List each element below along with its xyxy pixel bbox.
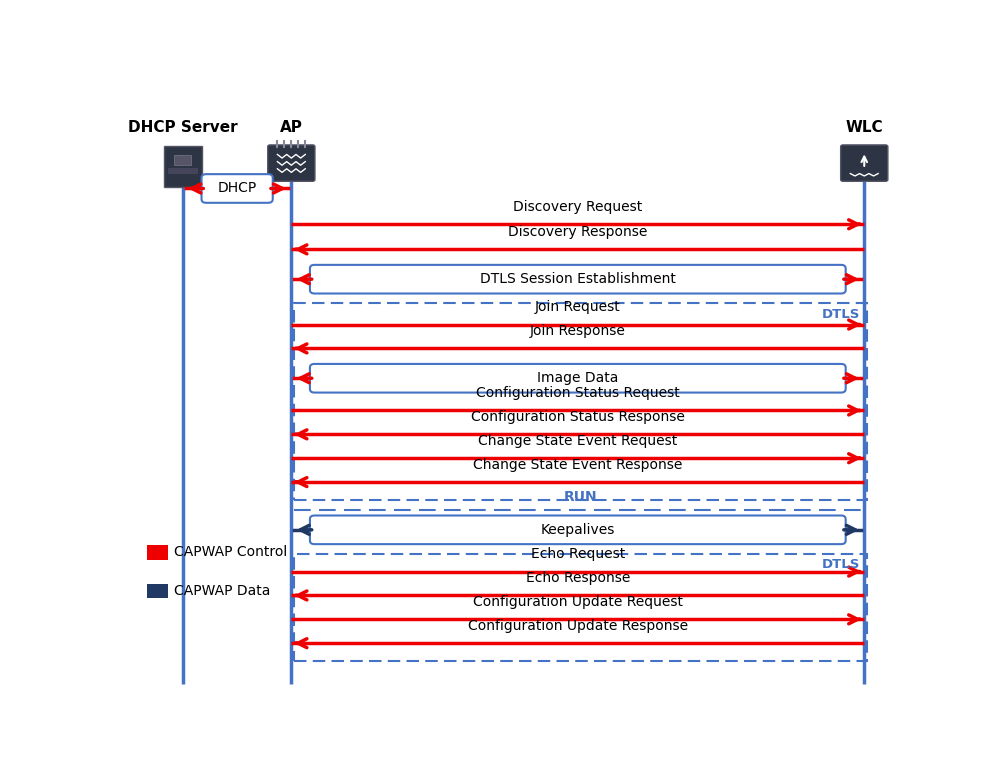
Text: DHCP Server: DHCP Server bbox=[128, 120, 238, 135]
Text: Join Response: Join Response bbox=[529, 324, 625, 338]
Text: Discovery Response: Discovery Response bbox=[508, 226, 647, 239]
FancyBboxPatch shape bbox=[168, 167, 198, 174]
Text: Configuration Update Response: Configuration Update Response bbox=[468, 619, 688, 633]
Text: AP: AP bbox=[280, 120, 303, 135]
Text: Configuration Status Request: Configuration Status Request bbox=[476, 386, 679, 401]
Text: RUN: RUN bbox=[563, 490, 597, 504]
Text: DTLS Session Establishment: DTLS Session Establishment bbox=[480, 272, 675, 286]
FancyBboxPatch shape bbox=[310, 515, 846, 544]
Text: Keepalives: Keepalives bbox=[540, 523, 615, 537]
FancyBboxPatch shape bbox=[310, 265, 846, 294]
Text: Echo Request: Echo Request bbox=[530, 547, 625, 561]
FancyBboxPatch shape bbox=[268, 145, 315, 181]
FancyBboxPatch shape bbox=[202, 174, 273, 203]
Text: CAPWAP Data: CAPWAP Data bbox=[175, 584, 271, 598]
Text: Join Request: Join Request bbox=[534, 301, 620, 315]
Text: Discovery Request: Discovery Request bbox=[513, 200, 642, 214]
Text: DHCP: DHCP bbox=[218, 181, 257, 195]
FancyBboxPatch shape bbox=[310, 364, 846, 393]
FancyBboxPatch shape bbox=[147, 546, 168, 560]
Text: CAPWAP Control: CAPWAP Control bbox=[175, 546, 288, 560]
Text: WLC: WLC bbox=[845, 120, 883, 135]
Text: Configuration Update Request: Configuration Update Request bbox=[473, 595, 682, 609]
FancyBboxPatch shape bbox=[147, 584, 168, 598]
FancyBboxPatch shape bbox=[164, 146, 202, 187]
Text: Change State Event Response: Change State Event Response bbox=[474, 458, 682, 472]
Text: Echo Response: Echo Response bbox=[525, 571, 630, 585]
Text: Change State Event Request: Change State Event Request bbox=[479, 434, 677, 448]
FancyBboxPatch shape bbox=[175, 155, 192, 164]
Text: Image Data: Image Data bbox=[537, 371, 618, 385]
Text: DTLS: DTLS bbox=[822, 308, 860, 321]
Text: DTLS: DTLS bbox=[822, 559, 860, 571]
Text: Configuration Status Response: Configuration Status Response bbox=[471, 410, 684, 424]
FancyBboxPatch shape bbox=[840, 145, 888, 181]
